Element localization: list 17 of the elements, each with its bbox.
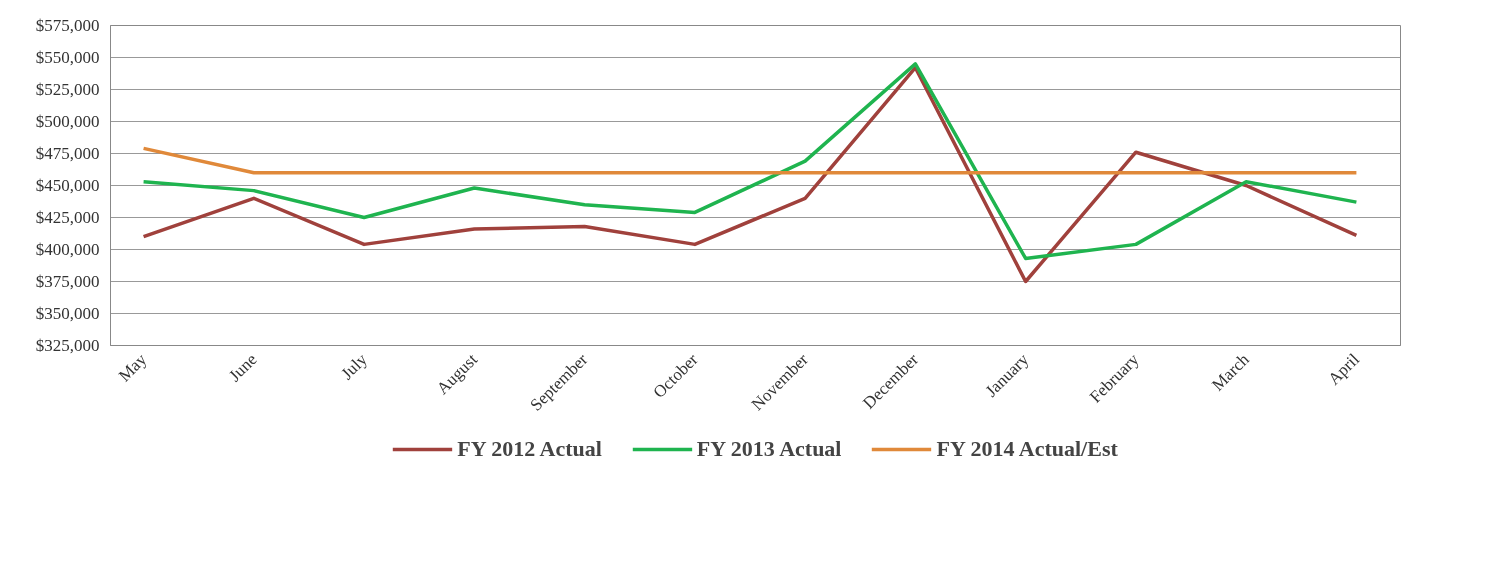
x-tick-label: May	[114, 349, 151, 386]
y-tick-label: $350,000	[35, 304, 100, 323]
y-tick-label: $450,000	[35, 176, 100, 195]
y-tick-label: $575,000	[35, 16, 100, 35]
y-tick-label: $400,000	[35, 240, 100, 259]
y-tick-label: $500,000	[35, 112, 100, 131]
x-tick-label: June	[225, 349, 261, 386]
y-tick-label: $325,000	[35, 336, 100, 355]
y-tick-label: $525,000	[35, 80, 100, 99]
legend-label: FY 2014 Actual/Est	[936, 436, 1118, 462]
x-tick-label: July	[337, 349, 372, 384]
y-tick-label: $475,000	[35, 144, 100, 163]
y-tick-label: $550,000	[35, 48, 100, 67]
y-tick-label: $425,000	[35, 208, 100, 227]
legend-label: FY 2013 Actual	[696, 436, 842, 462]
legend-label: FY 2012 Actual	[457, 436, 602, 462]
y-tick-label: $375,000	[35, 272, 100, 291]
